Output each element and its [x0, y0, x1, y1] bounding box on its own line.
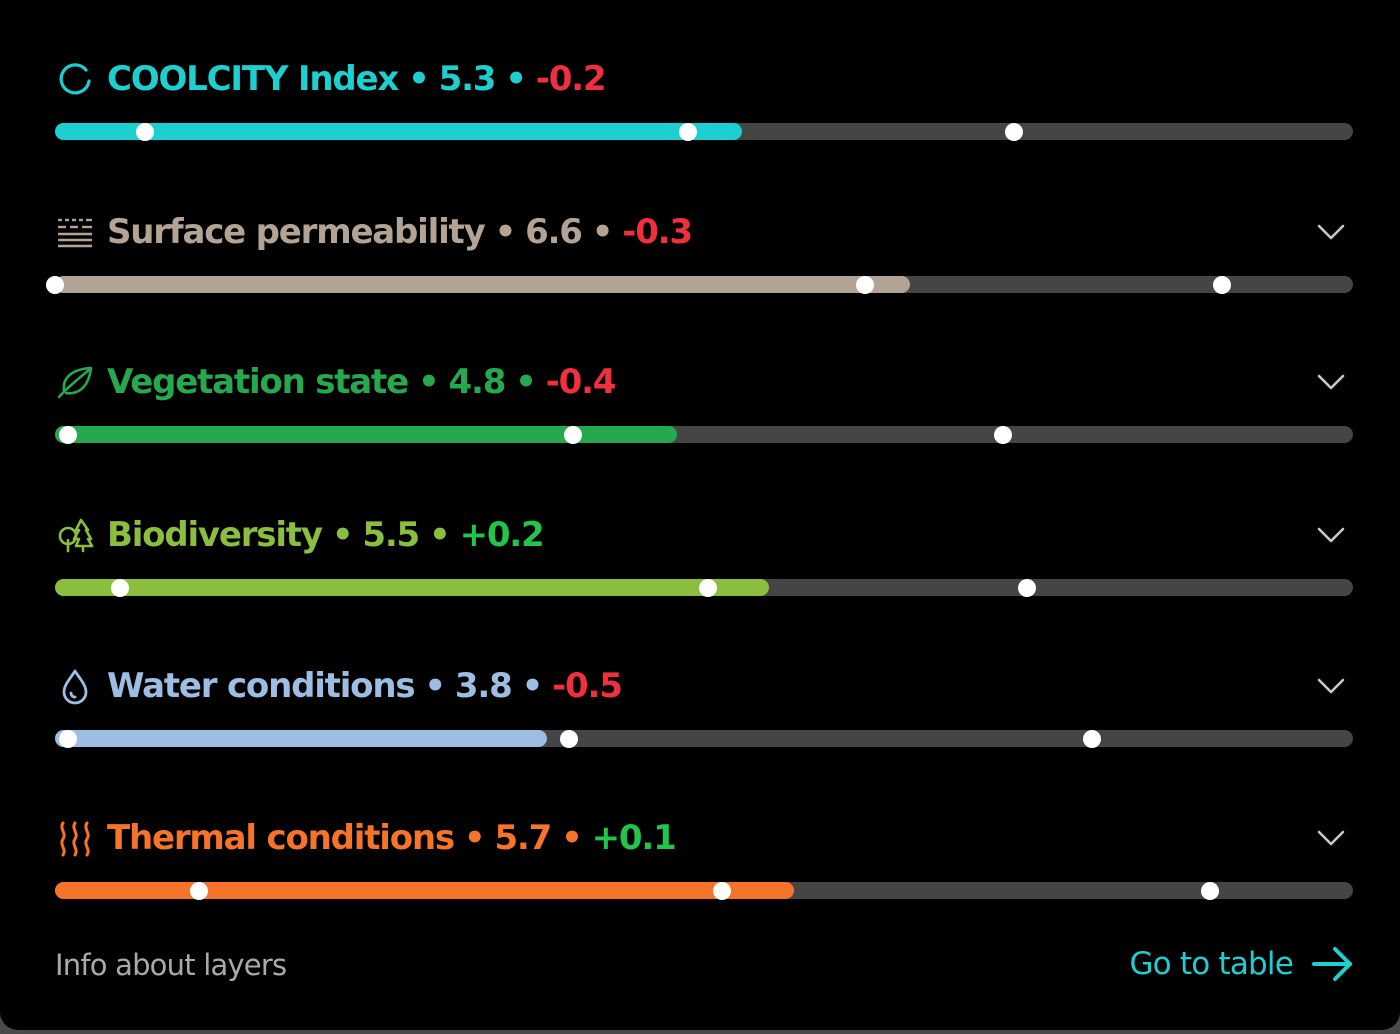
layer-change: +0.2: [459, 515, 545, 555]
score-fill: [55, 276, 911, 293]
separator-dot: •: [417, 362, 440, 402]
score-fill: [55, 579, 769, 596]
score-marker: [1212, 275, 1231, 294]
arrow-right-icon: [1312, 947, 1352, 981]
score-marker: [190, 881, 209, 900]
separator-dot: •: [429, 515, 451, 555]
score-marker: [1083, 729, 1102, 748]
layer-score: 4.8: [448, 362, 507, 402]
score-marker: [679, 122, 698, 141]
separator-dot: •: [424, 666, 446, 706]
score-marker: [1201, 881, 1220, 900]
layer-row-surface-permeability: Surface permeability • 6.6 • -0.3: [46, 208, 1353, 308]
separator-dot: •: [463, 818, 486, 858]
score-marker: [563, 425, 582, 444]
expand-chevron-icon[interactable]: [1313, 364, 1349, 400]
layer-row-biodiversity: Biodiversity • 5.5 • +0.2: [55, 511, 1353, 611]
layer-row-coolcity: COOLCITY Index • 5.3 • -0.2: [55, 55, 1353, 155]
score-marker: [713, 881, 732, 900]
layer-name: Vegetation state: [107, 362, 409, 402]
layer-header[interactable]: Biodiversity • 5.5 • +0.2: [55, 511, 545, 559]
score-marker: [993, 425, 1012, 444]
layer-row-thermal-conditions: Thermal conditions • 5.7 • +0.1: [55, 814, 1353, 914]
score-track: [55, 425, 1353, 444]
score-fill: [55, 730, 547, 747]
layer-name: Surface permeability: [107, 212, 486, 252]
score-marker: [1018, 578, 1037, 597]
layer-header[interactable]: Water conditions • 3.8 • -0.5: [55, 662, 623, 710]
separator-dot: •: [515, 362, 537, 402]
go-to-table-link[interactable]: Go to table: [1129, 944, 1355, 984]
score-track: [55, 578, 1353, 597]
score-marker: [46, 275, 64, 294]
separator-dot: •: [505, 59, 527, 99]
layer-score: 3.8: [454, 666, 513, 706]
layer-row-vegetation-state: Vegetation state • 4.8 • -0.4: [55, 358, 1353, 458]
separator-dot: •: [521, 666, 544, 706]
refresh-icon: [55, 59, 95, 99]
expand-chevron-icon[interactable]: [1313, 214, 1349, 250]
layer-header[interactable]: Vegetation state • 4.8 • -0.4: [55, 358, 617, 406]
score-fill: [55, 123, 742, 140]
layer-score: 6.6: [525, 212, 583, 252]
score-marker: [855, 275, 874, 294]
water-drop-icon: [55, 666, 95, 706]
layer-name: Water conditions: [107, 666, 416, 706]
separator-dot: •: [561, 818, 583, 858]
score-fill: [55, 426, 677, 443]
separator-dot: •: [494, 212, 517, 252]
score-marker: [1005, 122, 1024, 141]
permeable-surface-icon: [55, 212, 95, 252]
layer-header[interactable]: Thermal conditions • 5.7 • +0.1: [55, 814, 677, 862]
info-about-layers-link[interactable]: Info about layers: [55, 948, 287, 982]
leaf-icon: [55, 362, 95, 402]
score-marker: [698, 578, 717, 597]
layer-row-water-conditions: Water conditions • 3.8 • -0.5: [55, 662, 1353, 762]
expand-chevron-icon[interactable]: [1313, 668, 1349, 704]
layer-header[interactable]: Surface permeability • 6.6 • -0.3: [55, 208, 693, 256]
score-track: [46, 275, 1353, 294]
layer-score: 5.7: [494, 818, 552, 858]
layer-change: -0.5: [552, 666, 623, 706]
heat-waves-icon: [55, 818, 95, 858]
score-marker: [58, 425, 77, 444]
score-fill: [55, 882, 794, 899]
layer-change: -0.3: [622, 212, 693, 252]
layer-change: -0.4: [545, 362, 617, 402]
score-track: [55, 122, 1353, 141]
layer-name: Thermal conditions: [107, 818, 455, 858]
score-track: [55, 729, 1353, 748]
score-marker: [58, 729, 77, 748]
expand-chevron-icon[interactable]: [1313, 517, 1349, 553]
layer-change: +0.1: [591, 818, 677, 858]
score-marker: [135, 122, 154, 141]
separator-dot: •: [408, 59, 430, 99]
score-marker: [560, 729, 578, 748]
separator-dot: •: [331, 515, 354, 555]
go-to-table-label: Go to table: [1129, 946, 1293, 982]
score-track: [55, 881, 1353, 900]
layer-name: COOLCITY Index: [107, 59, 399, 99]
layer-name: Biodiversity: [107, 515, 323, 555]
score-marker: [110, 578, 129, 597]
expand-chevron-icon[interactable]: [1313, 820, 1349, 856]
layer-header: COOLCITY Index • 5.3 • -0.2: [55, 55, 607, 103]
separator-dot: •: [591, 212, 614, 252]
layer-change: -0.2: [535, 59, 607, 99]
layer-score: 5.3: [438, 59, 497, 99]
trees-icon: [55, 515, 95, 555]
layer-score: 5.5: [362, 515, 420, 555]
